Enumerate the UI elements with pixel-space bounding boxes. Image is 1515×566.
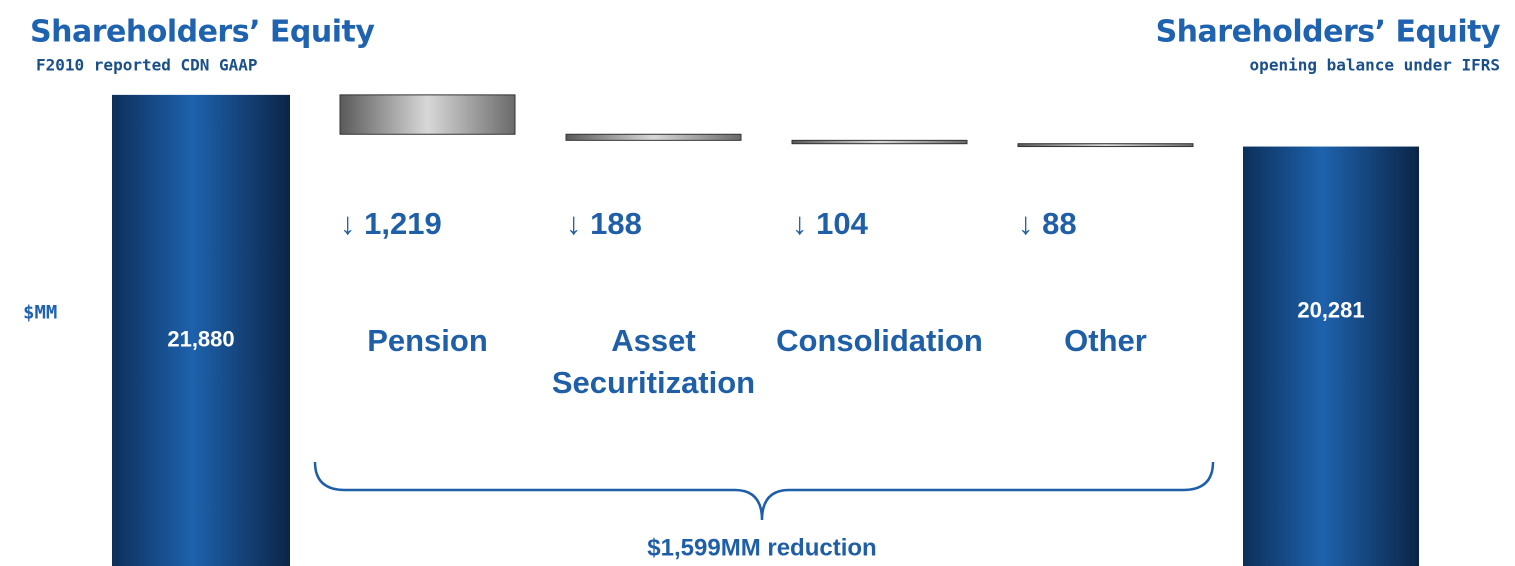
- category-label: Asset Securitization: [552, 323, 755, 400]
- start-value-label: 21,880: [167, 327, 234, 352]
- step-bar: [339, 94, 516, 135]
- step-bar: [791, 139, 968, 145]
- start-subtitle: F2010 reported CDN GAAP: [36, 56, 258, 75]
- category-label: Consolidation: [776, 323, 983, 358]
- step-value-label: ↓ 1,219: [340, 206, 442, 241]
- end-bar: [1243, 146, 1419, 566]
- category-label: Pension: [367, 323, 488, 358]
- annotation: $1,599MM reduction: [647, 534, 876, 561]
- step-value-label: ↓ 104: [792, 206, 869, 241]
- step-bar: [1017, 143, 1194, 148]
- end-subtitle: opening balance under IFRS: [1250, 56, 1500, 75]
- end-title: Shareholders’ Equity: [1156, 15, 1501, 50]
- step-value-label: ↓ 188: [566, 206, 642, 241]
- step-value-label: ↓ 88: [1018, 206, 1077, 241]
- start-title: Shareholders’ Equity: [30, 15, 375, 50]
- start-bar: [112, 94, 290, 566]
- step-bar: [565, 133, 742, 141]
- category-label: Other: [1064, 323, 1147, 358]
- end-value-label: 20,281: [1297, 297, 1364, 322]
- y-label: $MM: [23, 302, 57, 324]
- brace: [313, 461, 1215, 521]
